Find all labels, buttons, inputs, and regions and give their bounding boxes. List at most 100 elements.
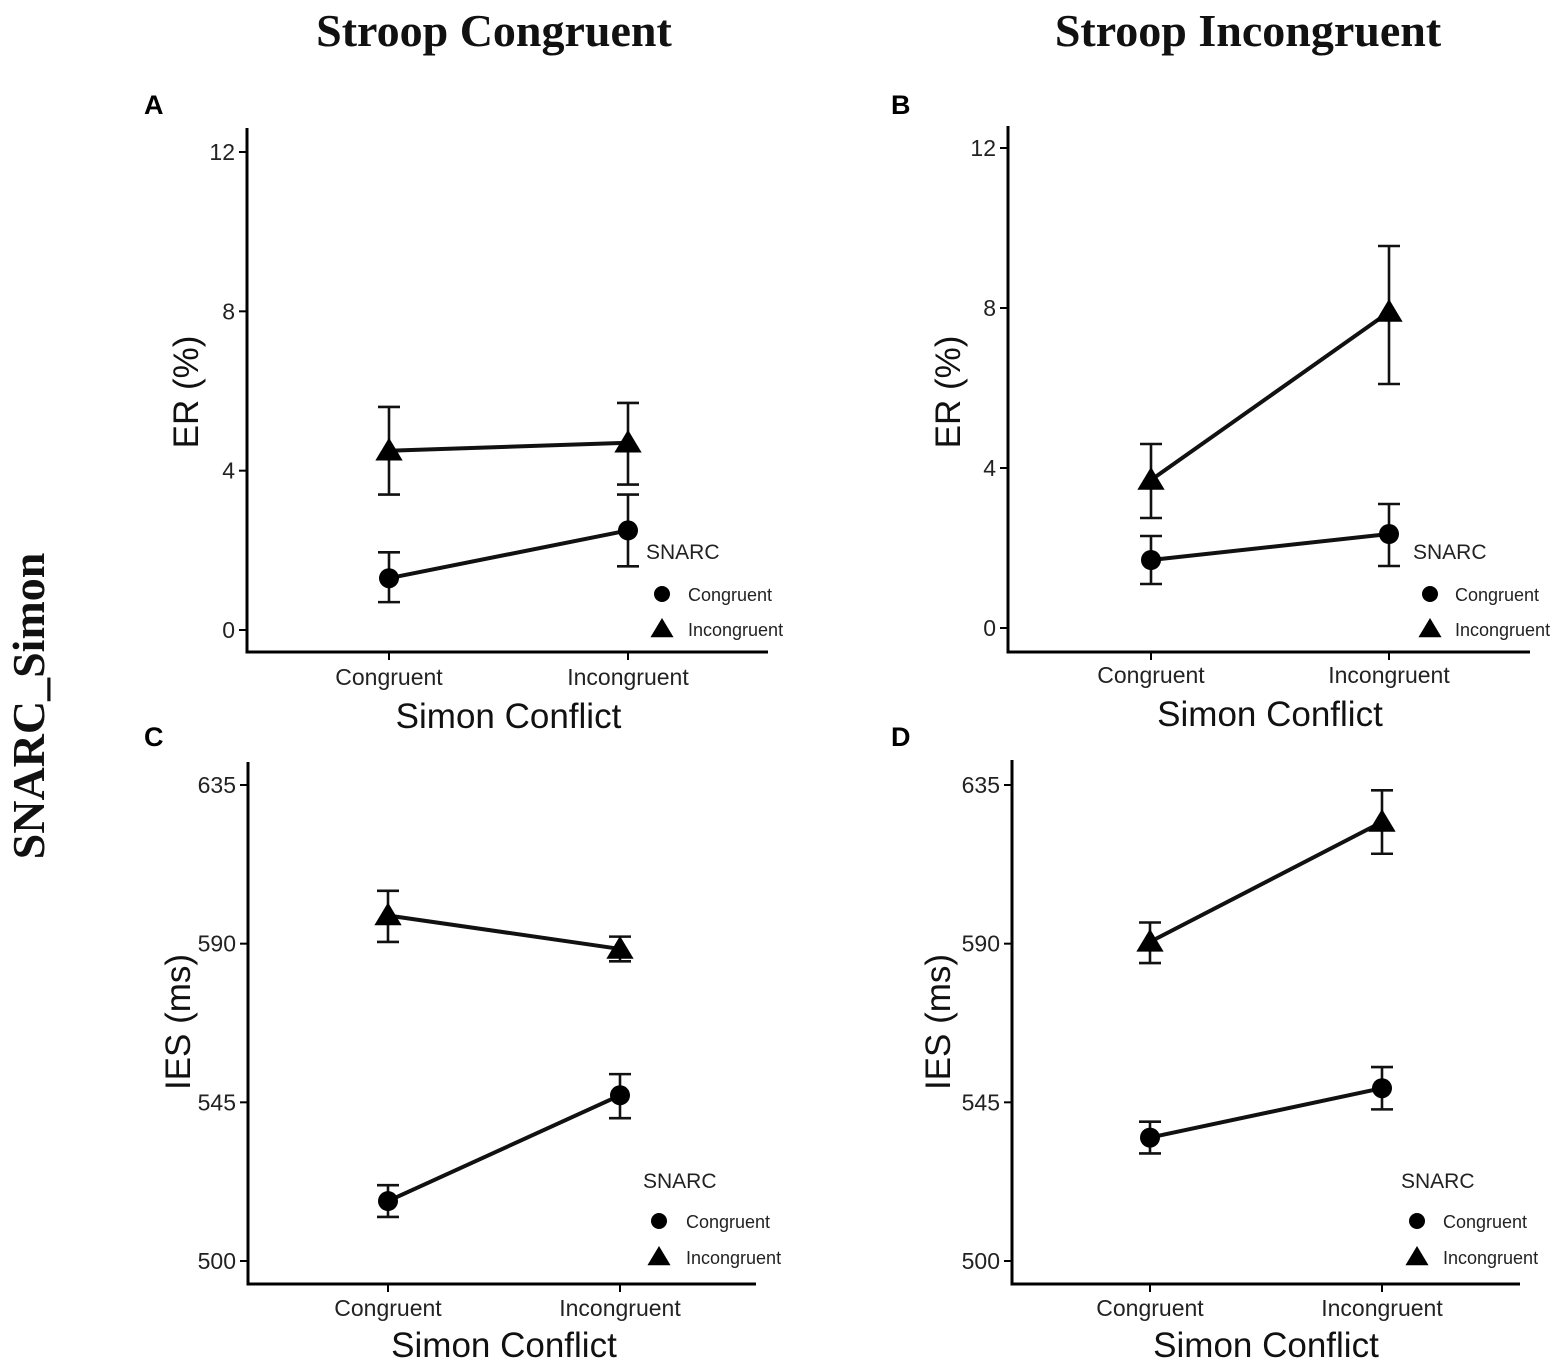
legend-key-d-congruent	[1409, 1213, 1425, 1229]
x-tick-label-d-congruent: Congruent	[1096, 1295, 1204, 1321]
series-line-a-incongruent	[388, 440, 629, 453]
y-tick-label-a-8: 8	[222, 298, 235, 324]
point-d-congruent-incongruent	[1372, 1078, 1392, 1099]
legend-key-d-incongruent	[1405, 1246, 1429, 1266]
column-title-stroop-incongruent: Stroop Incongruent	[1055, 5, 1442, 56]
legend-label-b-incongruent: Incongruent	[1455, 620, 1550, 640]
legend-title-d: SNARC	[1401, 1170, 1475, 1193]
point-b-congruent-incongruent	[1379, 524, 1399, 544]
legend-label-a-incongruent: Incongruent	[688, 620, 783, 640]
x-axis-title-b: Simon Conflict	[1157, 695, 1383, 734]
axes-b	[1006, 126, 1530, 654]
x-tick-label-a-incongruent: Incongruent	[567, 664, 689, 690]
point-a-congruent-incongruent	[618, 520, 638, 541]
legend-key-a-congruent	[654, 586, 670, 602]
point-a-incongruent-incongruent	[614, 429, 642, 453]
y-tick-label-d-590: 590	[962, 931, 1000, 957]
x-tick-label-b-incongruent: Incongruent	[1328, 662, 1450, 688]
series-c-incongruent	[374, 889, 634, 963]
point-a-incongruent-congruent	[375, 437, 403, 461]
point-c-congruent-incongruent	[610, 1085, 630, 1106]
x-tick-label-c-incongruent: Incongruent	[559, 1295, 681, 1321]
row-title-snarc-simon: SNARC_Simon	[3, 553, 54, 860]
y-tick-label-b-8: 8	[983, 295, 996, 321]
point-d-incongruent-incongruent	[1368, 809, 1396, 832]
x-axis-title-d: Simon Conflict	[1153, 1326, 1379, 1365]
legend-label-c-congruent: Congruent	[686, 1212, 770, 1232]
y-axis-title-a: ER (%)	[167, 336, 206, 449]
point-b-congruent-congruent	[1141, 550, 1161, 570]
series-line-b-incongruent	[1149, 310, 1391, 482]
y-axis-title-b: ER (%)	[929, 336, 968, 449]
panel-b: B 0 4 8 12 Congruent Incongruent Simon Conflict…	[891, 90, 1550, 734]
legend-label-d-congruent: Congruent	[1443, 1212, 1527, 1232]
y-tick-label-c-500: 500	[198, 1248, 236, 1274]
y-axis-title-c: IES (ms)	[159, 954, 198, 1090]
axes-c	[246, 762, 756, 1286]
point-c-congruent-congruent	[378, 1191, 398, 1212]
point-c-incongruent-congruent	[374, 902, 402, 926]
legend-c: SNARC Congruent Incongruent	[643, 1170, 781, 1268]
legend-title-b: SNARC	[1413, 541, 1487, 564]
panel-a: A 0 4 8 12 Congruent Incongruent Simon Conflict…	[144, 90, 783, 736]
point-b-incongruent-congruent	[1137, 467, 1165, 490]
panel-letter-d: D	[891, 722, 911, 752]
y-tick-label-d-545: 545	[962, 1089, 1000, 1115]
panel-letter-c: C	[144, 722, 164, 752]
series-line-d-congruent	[1149, 1086, 1383, 1140]
x-axis-title-a: Simon Conflict	[396, 697, 622, 736]
point-d-incongruent-congruent	[1136, 928, 1164, 952]
point-d-congruent-congruent	[1140, 1127, 1160, 1148]
y-tick-label-b-0: 0	[983, 615, 996, 641]
legend-a: SNARC Congruent Incongruent	[646, 541, 783, 640]
point-c-incongruent-incongruent	[606, 935, 634, 959]
panel-c: C 500 545 590 635 Congruent Incongruent Simon C…	[144, 722, 781, 1365]
legend-key-b-incongruent	[1418, 618, 1442, 638]
column-title-stroop-congruent: Stroop Congruent	[316, 5, 672, 56]
legend-d: SNARC Congruent Incongruent	[1401, 1170, 1538, 1268]
series-line-a-congruent	[388, 528, 629, 581]
legend-title-c: SNARC	[643, 1170, 717, 1193]
x-tick-label-a-congruent: Congruent	[335, 664, 443, 690]
panel-d: D 500 545 590 635 Congruent Incongruent Simon C…	[891, 722, 1538, 1365]
y-tick-label-d-500: 500	[962, 1248, 1000, 1274]
series-line-d-incongruent	[1149, 820, 1383, 944]
series-line-c-incongruent	[387, 913, 621, 951]
legend-label-c-incongruent: Incongruent	[686, 1248, 781, 1268]
panels-group: A 0 4 8 12 Congruent Incongruent Simon Conflict…	[144, 90, 1550, 1365]
series-d-incongruent	[1136, 788, 1396, 965]
series-b-congruent	[1140, 502, 1400, 586]
series-line-c-congruent	[387, 1093, 621, 1203]
series-d-congruent	[1139, 1065, 1393, 1155]
point-a-congruent-congruent	[379, 568, 399, 589]
axes-a	[245, 128, 768, 654]
legend-label-d-incongruent: Incongruent	[1443, 1248, 1538, 1268]
y-tick-label-b-4: 4	[983, 455, 996, 481]
series-a-congruent	[378, 493, 639, 604]
panel-letter-a: A	[144, 90, 164, 120]
legend-key-c-congruent	[651, 1213, 667, 1229]
legend-title-a: SNARC	[646, 541, 720, 564]
y-tick-label-a-4: 4	[222, 458, 235, 484]
x-tick-label-d-incongruent: Incongruent	[1321, 1295, 1443, 1321]
y-tick-label-b-12: 12	[970, 135, 996, 161]
legend-label-a-congruent: Congruent	[688, 585, 772, 605]
series-b-incongruent	[1137, 244, 1403, 520]
y-tick-label-c-545: 545	[198, 1089, 236, 1115]
panel-letter-b: B	[891, 90, 911, 120]
axes-d	[1010, 760, 1520, 1286]
legend-key-a-incongruent	[650, 618, 674, 638]
series-c-congruent	[377, 1072, 631, 1219]
y-tick-label-a-0: 0	[222, 617, 235, 643]
x-tick-label-b-congruent: Congruent	[1097, 662, 1205, 688]
point-b-incongruent-incongruent	[1375, 299, 1403, 322]
series-a-incongruent	[375, 401, 642, 496]
y-tick-label-a-12: 12	[209, 139, 235, 165]
legend-b: SNARC Congruent Incongruent	[1413, 541, 1550, 640]
series-line-b-congruent	[1150, 532, 1390, 562]
y-tick-label-c-635: 635	[198, 772, 236, 798]
y-axis-title-d: IES (ms)	[919, 954, 958, 1090]
x-tick-label-c-congruent: Congruent	[334, 1295, 442, 1321]
legend-key-b-congruent	[1422, 586, 1438, 602]
